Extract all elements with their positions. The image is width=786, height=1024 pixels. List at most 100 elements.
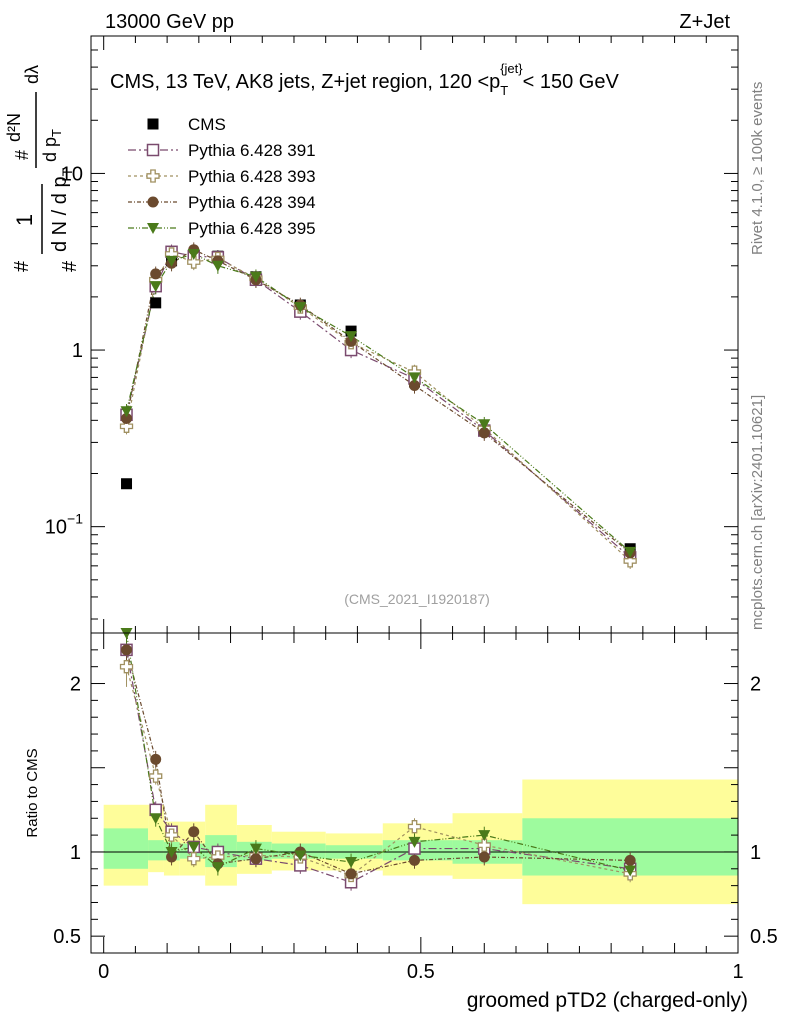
ylabel-den2-text: d p [40, 137, 60, 162]
rivet-label: Rivet 4.1.0, ≥ 100k events [749, 82, 766, 255]
legend-marker [147, 196, 159, 208]
main-point-3 [150, 268, 162, 280]
main-line-4 [125, 253, 631, 553]
legend-label: CMS [188, 115, 226, 134]
ratio-point-2 [250, 853, 262, 865]
ylabel-tail: dλ [22, 65, 42, 84]
ylabel-den2: d pT [40, 129, 64, 162]
ratio-point-2 [121, 644, 133, 656]
ylabel-den1-sub: T [59, 167, 75, 176]
ratio-band-inner [103, 828, 149, 869]
ylabel-den1: d N / d pT [49, 167, 75, 252]
ratio-point-1 [187, 852, 201, 866]
main-markers [119, 244, 637, 568]
ratio-point-3 [408, 836, 421, 848]
main-point-4 [211, 260, 224, 272]
ratio-y-tick-label: 1 [70, 842, 81, 864]
ratio-point-1 [407, 820, 422, 834]
ratio-panel: 0.5 0.51 12 2 0 0.5 1 Ratio to CMS groomed pT… [24, 628, 778, 1012]
ylabel-den1-text: d N / d p [49, 176, 71, 252]
x-tick-label: 0.5 [407, 961, 435, 983]
energy-label: 13000 GeV pp [105, 11, 234, 33]
ratio-point-3 [165, 846, 178, 858]
main-point-4 [249, 271, 262, 283]
plot-title: CMS, 13 TeV, AK8 jets, Z+jet region, 120… [110, 61, 619, 98]
main-line-2 [125, 253, 631, 562]
main-point-0 [121, 478, 133, 490]
x-tick-label: 0 [98, 961, 109, 983]
main-line-3 [125, 249, 631, 554]
ylabel-den2-sub: T [49, 129, 64, 137]
main-point-2 [623, 554, 637, 568]
main-point-2 [187, 255, 201, 269]
main-panel: 10−1 1 10 CMS, 13 TeV, AK8 jets, Z+jet reg… [4, 35, 739, 634]
main-point-3 [409, 379, 420, 391]
process-label: Z+Jet [679, 11, 730, 33]
ratio-point-3 [294, 850, 307, 862]
main-series-lines [125, 249, 631, 562]
main-point-4 [478, 419, 491, 431]
main-point-0 [150, 297, 162, 309]
x-tick-label: 1 [732, 961, 743, 983]
legend-marker [147, 223, 159, 234]
main-point-4 [408, 372, 421, 384]
main-point-4 [345, 331, 358, 343]
title-post: < 150 GeV [523, 71, 620, 93]
ratio-point-3 [624, 865, 637, 877]
main-y-ticks: 10−1 1 10 [45, 35, 739, 633]
ratio-point-1 [477, 838, 491, 852]
main-point-4 [165, 255, 178, 267]
ratio-y-tick-label-right: 0.5 [750, 926, 778, 948]
ylabel-num2: d²N [4, 113, 24, 142]
main-point-4 [294, 302, 307, 314]
ratio-point-2 [188, 826, 200, 838]
legend: CMS Pythia 6.428 391 Pythia 6.428 393 Pythi… [128, 115, 316, 238]
legend-marker [147, 118, 159, 130]
ratio-point-3 [345, 857, 358, 869]
main-point-3 [478, 427, 490, 439]
ratio-point-2 [345, 868, 357, 880]
ylabel-hash-3: # [12, 150, 32, 160]
ratio-markers [119, 628, 637, 889]
main-y-tick-label: 10−1 [45, 511, 83, 539]
ratio-point-3 [478, 830, 491, 842]
mcplots-label: mcplots.cern.ch [arXiv:2401.10621] [749, 395, 766, 630]
legend-label: Pythia 6.428 395 [188, 219, 316, 238]
ylabel-num1: 1 [12, 214, 37, 226]
ylabel-hash-2: # [59, 260, 81, 272]
y-axis-label: # # 1 d N / d pT # d²N d pT dλ [4, 65, 81, 272]
ratio-point-2 [624, 854, 636, 866]
title-sup: {jet} [500, 61, 523, 76]
ratio-point-3 [211, 862, 224, 874]
main-point-3 [121, 412, 133, 424]
x-axis-label: groomed pTD2 (charged-only) [467, 989, 748, 1012]
main-point-4 [624, 546, 637, 558]
ratio-band-inner [148, 840, 164, 861]
ratio-y-tick-label-right: 2 [750, 674, 761, 696]
ylabel-hash-1: # [11, 260, 33, 272]
ratio-point-2 [478, 851, 490, 863]
legend-label: Pythia 6.428 394 [188, 193, 316, 212]
ratio-point-1 [149, 769, 163, 783]
ratio-x-ticks: 0 0.5 1 [98, 633, 744, 983]
main-line-1 [125, 251, 631, 558]
legend-marker [146, 143, 160, 157]
main-point-2 [119, 419, 134, 433]
ratio-frame [90, 632, 739, 954]
main-point-4 [187, 248, 200, 260]
main-point-4 [120, 406, 133, 418]
main-point-4 [149, 281, 162, 293]
ratio-y-ticks: 0.5 0.5 1 1 2 2 [53, 649, 778, 948]
ratio-point-3 [249, 843, 262, 855]
ratio-point-2 [409, 854, 420, 866]
ratio-point-3 [187, 841, 200, 853]
ratio-y-axis-label: Ratio to CMS [24, 748, 41, 837]
main-y-tick-label: 1 [72, 340, 83, 362]
legend-marker [146, 169, 160, 183]
main-y-tick-label: 10 [61, 163, 83, 185]
ratio-y-tick-label-right: 1 [750, 842, 761, 864]
title-pre: CMS, 13 TeV, AK8 jets, Z+jet region, 120… [110, 71, 500, 93]
legend-label: Pythia 6.428 393 [188, 167, 316, 186]
ratio-point-1 [164, 828, 179, 842]
